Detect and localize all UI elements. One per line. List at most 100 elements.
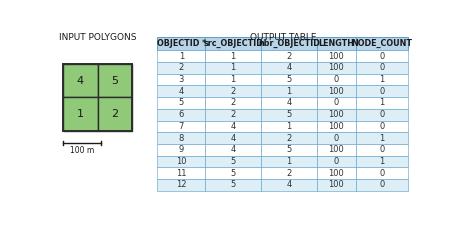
Text: 5: 5 [286,110,291,119]
Text: 5: 5 [286,75,291,84]
Text: 4: 4 [286,63,291,72]
Text: 4: 4 [178,87,183,96]
Text: 0: 0 [379,63,384,72]
FancyBboxPatch shape [157,86,205,97]
Text: 100: 100 [328,110,344,119]
Text: 1: 1 [286,122,291,131]
FancyBboxPatch shape [97,97,131,131]
Text: 1: 1 [77,109,84,119]
FancyBboxPatch shape [157,144,205,156]
Text: 100: 100 [328,63,344,72]
Text: 4: 4 [230,122,235,131]
Text: 8: 8 [178,134,183,143]
FancyBboxPatch shape [157,167,205,179]
FancyBboxPatch shape [355,97,407,109]
FancyBboxPatch shape [205,179,261,191]
FancyBboxPatch shape [355,74,407,86]
FancyBboxPatch shape [205,86,261,97]
Text: 0: 0 [379,52,384,61]
FancyBboxPatch shape [316,120,355,132]
Text: 1: 1 [379,75,384,84]
FancyBboxPatch shape [316,97,355,109]
Text: OBJECTID *: OBJECTID * [156,39,206,48]
FancyBboxPatch shape [355,86,407,97]
FancyBboxPatch shape [261,50,316,62]
Text: 100: 100 [328,87,344,96]
Text: 1: 1 [379,134,384,143]
Text: 100: 100 [328,145,344,154]
FancyBboxPatch shape [261,74,316,86]
Text: 2: 2 [230,87,235,96]
FancyBboxPatch shape [261,86,316,97]
FancyBboxPatch shape [157,109,205,120]
FancyBboxPatch shape [261,179,316,191]
Text: 0: 0 [379,87,384,96]
FancyBboxPatch shape [157,62,205,74]
FancyBboxPatch shape [261,37,316,50]
Text: 0: 0 [333,75,338,84]
Text: src_OBJECTID: src_OBJECTID [203,39,263,48]
Text: 100 m: 100 m [70,146,94,155]
FancyBboxPatch shape [157,156,205,167]
Text: 11: 11 [175,169,186,178]
FancyBboxPatch shape [355,144,407,156]
Text: 5: 5 [111,75,118,86]
FancyBboxPatch shape [205,167,261,179]
Text: 9: 9 [178,145,183,154]
Text: 0: 0 [333,157,338,166]
Text: 4: 4 [230,134,235,143]
Text: 5: 5 [178,99,183,107]
Text: LENGTH: LENGTH [318,39,353,48]
FancyBboxPatch shape [157,50,205,62]
FancyBboxPatch shape [355,120,407,132]
Text: 2: 2 [286,52,291,61]
FancyBboxPatch shape [355,109,407,120]
Text: 0: 0 [379,122,384,131]
Text: 100: 100 [328,122,344,131]
Text: 5: 5 [286,145,291,154]
Text: 0: 0 [379,169,384,178]
FancyBboxPatch shape [355,167,407,179]
FancyBboxPatch shape [205,132,261,144]
FancyBboxPatch shape [316,167,355,179]
FancyBboxPatch shape [205,37,261,50]
FancyBboxPatch shape [316,132,355,144]
Text: 2: 2 [286,169,291,178]
FancyBboxPatch shape [205,120,261,132]
FancyBboxPatch shape [316,50,355,62]
FancyBboxPatch shape [205,109,261,120]
FancyBboxPatch shape [205,62,261,74]
Text: 4: 4 [77,75,84,86]
Text: 0: 0 [379,181,384,189]
FancyBboxPatch shape [355,62,407,74]
Text: 2: 2 [230,110,235,119]
FancyBboxPatch shape [63,64,97,97]
FancyBboxPatch shape [157,132,205,144]
Text: 2: 2 [178,63,183,72]
Text: 1: 1 [286,157,291,166]
Text: 1: 1 [379,99,384,107]
Text: 5: 5 [230,181,235,189]
FancyBboxPatch shape [157,37,205,50]
FancyBboxPatch shape [63,97,97,131]
Text: 4: 4 [230,145,235,154]
FancyBboxPatch shape [316,86,355,97]
Text: 1: 1 [178,52,183,61]
FancyBboxPatch shape [261,132,316,144]
FancyBboxPatch shape [97,64,131,97]
Text: 7: 7 [178,122,183,131]
Text: NODE_COUNT: NODE_COUNT [350,39,412,48]
FancyBboxPatch shape [355,132,407,144]
Text: 100: 100 [328,52,344,61]
FancyBboxPatch shape [316,156,355,167]
FancyBboxPatch shape [157,74,205,86]
FancyBboxPatch shape [157,120,205,132]
FancyBboxPatch shape [316,144,355,156]
FancyBboxPatch shape [157,97,205,109]
FancyBboxPatch shape [261,97,316,109]
FancyBboxPatch shape [261,120,316,132]
Text: 1: 1 [230,63,235,72]
FancyBboxPatch shape [316,62,355,74]
FancyBboxPatch shape [205,144,261,156]
Text: 0: 0 [333,99,338,107]
